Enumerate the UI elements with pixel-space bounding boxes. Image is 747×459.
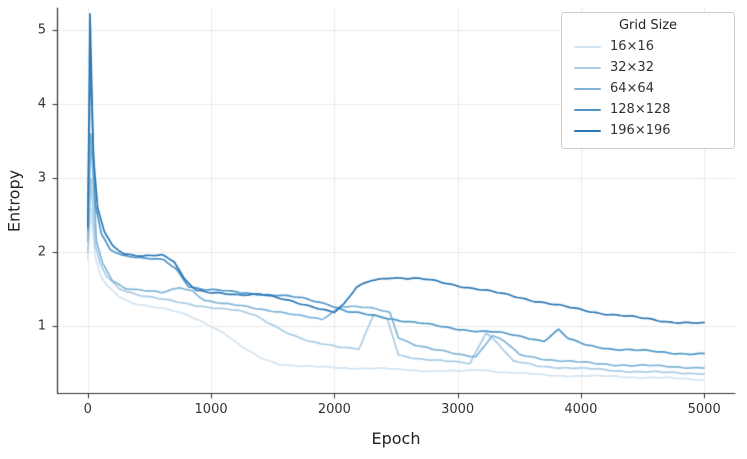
legend-line-swatch — [574, 87, 601, 90]
legend-line-swatch — [574, 129, 601, 132]
x-tick-label: 4000 — [564, 402, 598, 417]
legend-entry: 128×128 — [574, 99, 722, 120]
x-tick-label: 3000 — [441, 402, 475, 417]
legend-entry: 32×32 — [574, 57, 722, 78]
legend-line-swatch — [574, 66, 601, 69]
legend-entry: 16×16 — [574, 36, 722, 57]
y-tick-label: 3 — [37, 170, 46, 186]
legend-entry: 64×64 — [574, 78, 722, 99]
legend-entry: 196×196 — [574, 120, 722, 141]
legend-entry-label: 128×128 — [610, 102, 671, 117]
y-tick-label: 4 — [37, 96, 46, 112]
legend: Grid Size 16×16 32×32 64×64 128×128 196×196 — [561, 12, 735, 149]
y-tick-label: 5 — [37, 22, 46, 38]
legend-entry-label: 32×32 — [610, 60, 654, 75]
legend-title: Grid Size — [618, 18, 678, 33]
x-tick-label: 5000 — [687, 402, 721, 417]
x-tick-label: 2000 — [317, 402, 351, 417]
legend-entry-label: 16×16 — [610, 39, 654, 54]
legend-line-swatch — [574, 108, 601, 111]
legend-entry-label: 196×196 — [610, 123, 671, 138]
legend-entry-label: 64×64 — [610, 81, 654, 96]
y-axis-label: Entropy — [4, 169, 24, 232]
x-tick-label: 1000 — [194, 402, 228, 417]
y-tick-label: 1 — [37, 318, 46, 334]
legend-entries: 16×16 32×32 64×64 128×128 196×196 — [574, 36, 722, 141]
legend-line-swatch — [574, 45, 601, 48]
x-axis-label: Epoch — [371, 429, 421, 448]
x-tick-label: 0 — [83, 402, 92, 417]
y-tick-label: 2 — [37, 244, 46, 260]
